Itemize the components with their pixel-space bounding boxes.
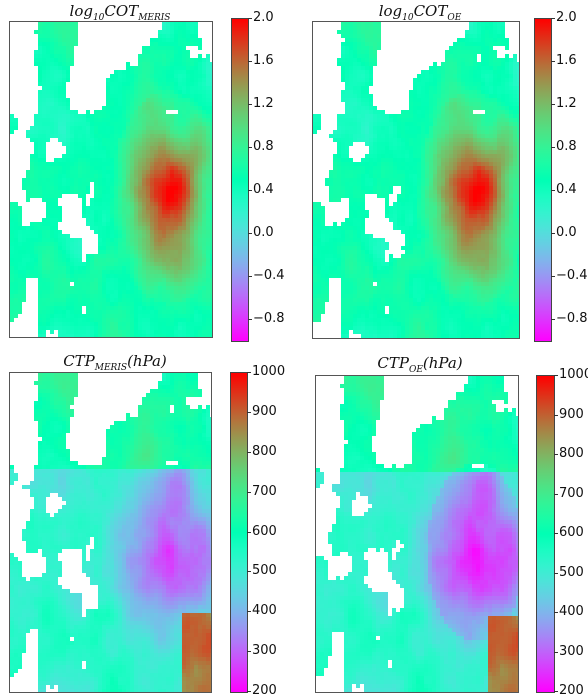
- colorbar-tick-label: 500: [559, 565, 584, 580]
- title-part: CTP: [63, 352, 95, 370]
- colorbar-tick-mark: [551, 18, 555, 19]
- colorbar-tick-mark: [247, 412, 251, 413]
- colorbar-tick-label: 0.8: [253, 139, 274, 154]
- colorbar-tick-label: 900: [252, 404, 277, 419]
- colorbar-tick-mark: [247, 611, 251, 612]
- title-part: (hPa): [423, 354, 463, 372]
- colorbar-tick-mark: [247, 532, 251, 533]
- colorbar-tick-mark: [551, 61, 555, 62]
- colorbar-tick-label: 2.0: [556, 10, 577, 25]
- map-field: [9, 372, 212, 693]
- title-part: CTP: [377, 354, 409, 372]
- colorbar: [231, 18, 249, 342]
- colorbar-tick-mark: [551, 147, 555, 148]
- colorbar-tick-mark: [554, 415, 558, 416]
- panel-title: CTPOE(hPa): [325, 354, 515, 375]
- colorbar-tick-mark: [247, 651, 251, 652]
- map-field: [315, 375, 519, 693]
- colorbar-tick-mark: [248, 319, 252, 320]
- colorbar-tick-mark: [248, 190, 252, 191]
- colorbar-tick-mark: [248, 233, 252, 234]
- colorbar-tick-label: 1000: [559, 367, 588, 382]
- colorbar-tick-label: 800: [252, 444, 277, 459]
- colorbar-tick-label: −0.4: [556, 268, 588, 283]
- map-image: [10, 373, 211, 692]
- colorbar-tick-mark: [247, 571, 251, 572]
- map-field: [9, 21, 213, 338]
- colorbar-tick-label: 0.0: [253, 225, 274, 240]
- colorbar-tick-label: 700: [559, 486, 584, 501]
- map-image: [313, 22, 519, 338]
- colorbar-tick-label: 600: [252, 524, 277, 539]
- colorbar-tick-label: 2.0: [253, 10, 274, 25]
- colorbar: [536, 375, 555, 693]
- title-part: COT: [104, 2, 138, 20]
- colorbar-tick-label: 0.0: [556, 225, 577, 240]
- panel-title: log10COTOE: [330, 2, 510, 23]
- colorbar-tick-mark: [554, 375, 558, 376]
- colorbar-tick-label: −0.8: [253, 311, 285, 326]
- colorbar-tick-label: 0.4: [556, 182, 577, 197]
- colorbar-tick-mark: [248, 147, 252, 148]
- colorbar-tick-mark: [247, 452, 251, 453]
- colorbar-tick-mark: [554, 533, 558, 534]
- colorbar-tick-label: 500: [252, 563, 277, 578]
- colorbar-tick-mark: [551, 319, 555, 320]
- map-image: [316, 376, 518, 692]
- colorbar-tick-label: 300: [559, 644, 584, 659]
- colorbar-tick-label: 400: [559, 604, 584, 619]
- colorbar-tick-label: 300: [252, 643, 277, 658]
- colorbar-tick-mark: [247, 492, 251, 493]
- title-part: log: [70, 2, 93, 20]
- colorbar-tick-label: 1.6: [253, 53, 274, 68]
- map-image: [10, 22, 212, 337]
- map-field: [312, 21, 520, 339]
- colorbar-tick-mark: [551, 276, 555, 277]
- title-subscript: OE: [409, 365, 423, 375]
- colorbar-tick-mark: [551, 104, 555, 105]
- colorbar-tick-label: 600: [559, 525, 584, 540]
- colorbar-tick-label: 700: [252, 484, 277, 499]
- colorbar-tick-label: 0.8: [556, 139, 577, 154]
- colorbar-tick-mark: [554, 454, 558, 455]
- colorbar-tick-label: −0.4: [253, 268, 285, 283]
- panel-title: log10COTMERIS: [30, 2, 210, 23]
- colorbar-tick-label: 1000: [252, 364, 285, 379]
- colorbar-tick-label: −0.8: [556, 311, 588, 326]
- colorbar-tick-label: 1.6: [556, 53, 577, 68]
- colorbar-tick-label: 0.4: [253, 182, 274, 197]
- colorbar: [534, 18, 552, 342]
- colorbar-tick-mark: [248, 104, 252, 105]
- colorbar-tick-mark: [554, 573, 558, 574]
- colorbar-tick-label: 400: [252, 603, 277, 618]
- colorbar-tick-mark: [248, 276, 252, 277]
- colorbar-tick-mark: [248, 18, 252, 19]
- colorbar-tick-label: 900: [559, 407, 584, 422]
- colorbar-tick-mark: [554, 612, 558, 613]
- panel-title: CTPMERIS(hPa): [20, 352, 210, 373]
- colorbar-tick-label: 1.2: [556, 96, 577, 111]
- colorbar-tick-label: 1.2: [253, 96, 274, 111]
- colorbar-tick-mark: [554, 691, 558, 692]
- colorbar-tick-mark: [247, 372, 251, 373]
- title-part: (hPa): [127, 352, 167, 370]
- colorbar-tick-mark: [247, 691, 251, 692]
- title-part: COT: [414, 2, 448, 20]
- colorbar-tick-mark: [554, 652, 558, 653]
- colorbar-tick-mark: [248, 61, 252, 62]
- colorbar-tick-mark: [554, 494, 558, 495]
- colorbar: [230, 372, 248, 693]
- colorbar-tick-mark: [551, 190, 555, 191]
- colorbar-tick-mark: [551, 233, 555, 234]
- title-part: log: [379, 2, 402, 20]
- colorbar-tick-label: 800: [559, 446, 584, 461]
